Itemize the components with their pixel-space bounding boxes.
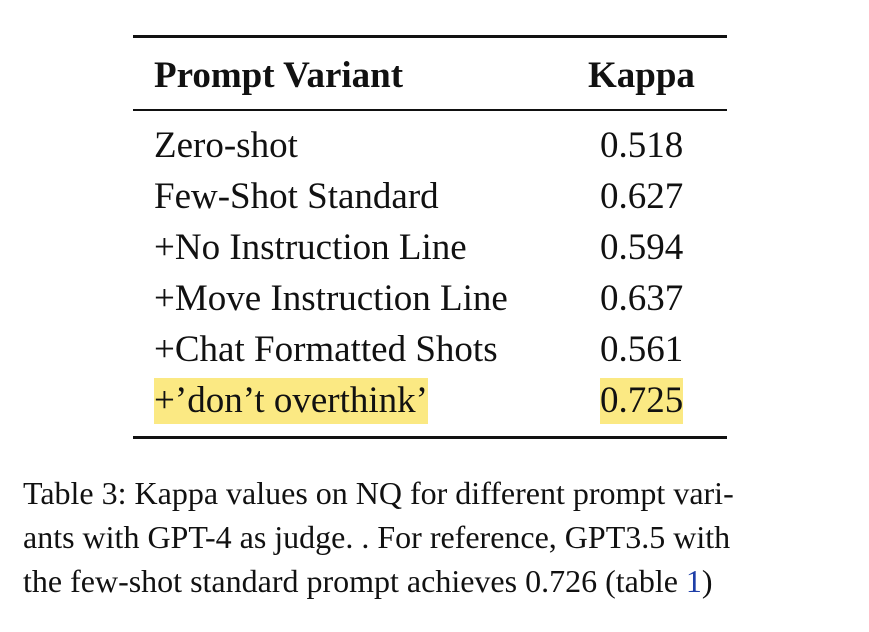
table-header-rule bbox=[133, 109, 727, 111]
table-row: +No Instruction Line 0.594 bbox=[133, 225, 727, 276]
table-caption: Table 3: Kappa values on NQ for differen… bbox=[23, 471, 849, 603]
table-row: +Chat Formatted Shots 0.561 bbox=[133, 327, 727, 378]
caption-line-2: ants with GPT-4 as judge. . For referenc… bbox=[23, 519, 731, 555]
table-header-row: Prompt Variant Kappa bbox=[133, 38, 727, 109]
row-variant-cell: +No Instruction Line bbox=[154, 227, 467, 268]
table-row: Few-Shot Standard 0.627 bbox=[133, 174, 727, 225]
table-row-highlighted: +’don’t overthink’ 0.725 bbox=[133, 378, 727, 429]
row-kappa-cell: 0.594 bbox=[600, 227, 684, 268]
table-reference-link[interactable]: 1 bbox=[685, 563, 702, 599]
caption-line-1: Table 3: Kappa values on NQ for differen… bbox=[23, 475, 734, 511]
row-kappa-cell: 0.561 bbox=[600, 329, 684, 370]
row-kappa-cell: 0.627 bbox=[600, 176, 684, 217]
row-variant-cell: +Move Instruction Line bbox=[154, 278, 508, 319]
header-prompt-variant: Prompt Variant bbox=[154, 55, 404, 96]
row-variant-cell: +Chat Formatted Shots bbox=[154, 329, 498, 370]
kappa-table: Prompt Variant Kappa Zero-shot 0.518 Few… bbox=[133, 35, 727, 439]
table-body: Zero-shot 0.518 Few-Shot Standard 0.627 … bbox=[133, 111, 727, 436]
header-kappa: Kappa bbox=[588, 55, 695, 96]
row-variant-cell: Few-Shot Standard bbox=[154, 176, 439, 217]
caption-line-3: the few-shot standard prompt achieves 0.… bbox=[23, 559, 849, 603]
caption-line-3-suffix: ) bbox=[701, 563, 713, 599]
caption-line-3-prefix: the few-shot standard prompt achieves 0.… bbox=[23, 563, 686, 599]
table-top-rule bbox=[133, 35, 727, 38]
row-kappa-cell: 0.637 bbox=[600, 278, 684, 319]
table-bottom-rule bbox=[133, 436, 727, 439]
table-row: Zero-shot 0.518 bbox=[133, 123, 727, 174]
row-kappa-cell: 0.518 bbox=[600, 125, 684, 166]
row-kappa-cell-highlighted: 0.725 bbox=[600, 378, 684, 424]
row-variant-cell: Zero-shot bbox=[154, 125, 298, 166]
row-variant-cell-highlighted: +’don’t overthink’ bbox=[154, 378, 428, 424]
table-row: +Move Instruction Line 0.637 bbox=[133, 276, 727, 327]
